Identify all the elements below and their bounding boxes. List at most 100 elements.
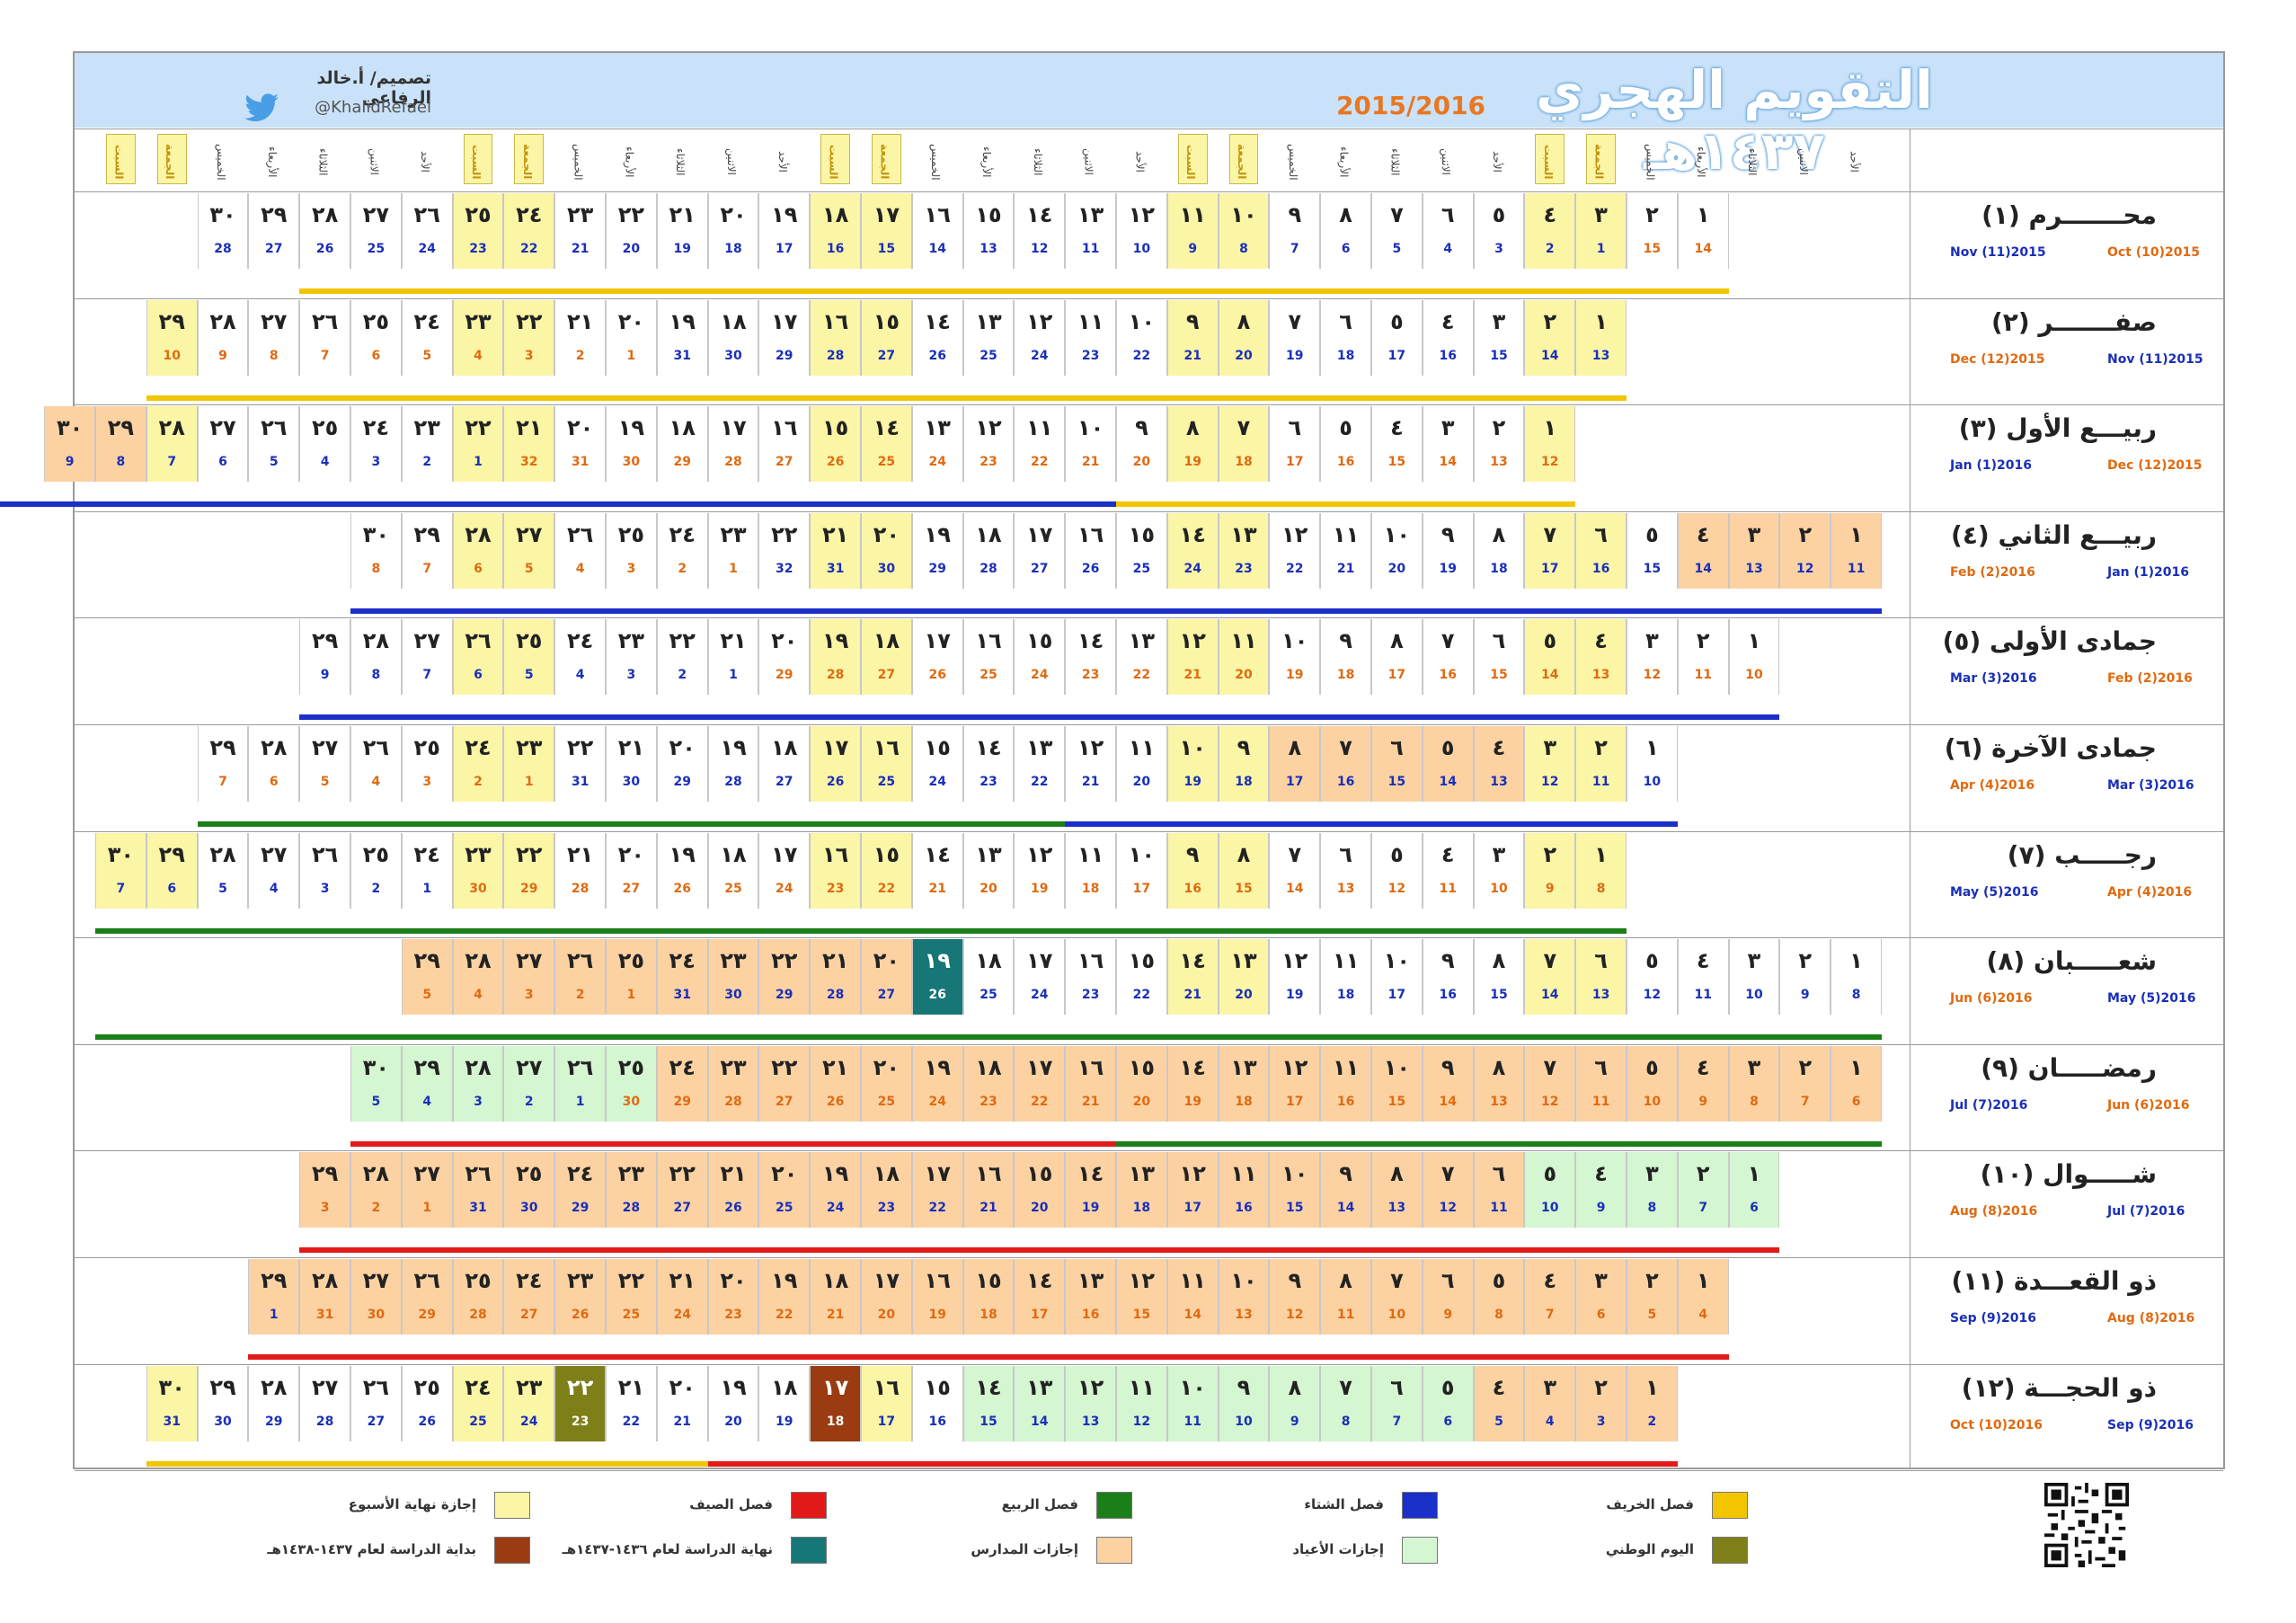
day-cell — [503, 1259, 555, 1335]
gregorian-day-number: 26 — [826, 1094, 845, 1109]
hijri-day-number: ٢٢ — [617, 202, 645, 227]
hijri-day-number: ١١ — [1230, 628, 1257, 654]
gregorian-day-number: 6 — [474, 668, 483, 683]
gregorian-day-number: 1 — [626, 988, 636, 1003]
hijri-day-number: ٢٨ — [362, 1161, 390, 1187]
hijri-day-number: ٧ — [1288, 308, 1302, 334]
hijri-day-number: ٢٤ — [669, 521, 696, 547]
hijri-day-number: ١١ — [1332, 521, 1360, 547]
gregorian-day-number: 7 — [1392, 1414, 1402, 1429]
hijri-day-number: ٢٦ — [261, 415, 288, 441]
gregorian-day-number: 19 — [1286, 668, 1304, 683]
day-cell — [810, 726, 861, 802]
day-cell — [1269, 1045, 1321, 1122]
day-cell — [554, 406, 606, 483]
day-cell — [299, 1365, 350, 1441]
day-cell — [707, 1365, 759, 1441]
hijri-day-number: ٧ — [1543, 948, 1557, 974]
season-bar — [299, 714, 1780, 721]
gregorian-day-number: 15 — [1490, 988, 1508, 1003]
hijri-day-number: ١٦ — [771, 415, 798, 441]
hijri-day-number: ١٥ — [1128, 948, 1156, 974]
gregorian-day-number: 18 — [980, 1308, 997, 1322]
day-cell — [1320, 939, 1371, 1015]
legend-swatch — [791, 1537, 827, 1564]
legend-label: نهاية الدراسة لعام ١٤٣٦-١٤٣٧هـ — [562, 1541, 773, 1557]
gregorian-day-number: 23 — [571, 1414, 590, 1429]
gregorian-month-label: Jul (7)2016 — [2107, 1204, 2185, 1219]
gregorian-day-number: 5 — [422, 348, 432, 363]
hijri-day-number: ٩ — [1185, 841, 1200, 867]
hijri-day-number: ٢٠ — [873, 948, 900, 974]
gregorian-day-number: 1 — [729, 668, 738, 683]
day-cell — [962, 1259, 1015, 1335]
gregorian-day-number: 24 — [928, 455, 946, 470]
gregorian-day-number: 15 — [1132, 1308, 1151, 1322]
hijri-day-number: ١١ — [1026, 415, 1053, 441]
day-cell — [1524, 512, 1576, 589]
day-cell — [962, 619, 1015, 696]
grid-rule — [75, 510, 2223, 512]
gregorian-day-number: 29 — [776, 668, 793, 683]
hijri-day-number: ١١ — [1077, 308, 1104, 334]
hijri-day-number: ٢١ — [720, 1161, 747, 1187]
legend-swatch — [791, 1492, 827, 1519]
gregorian-month-label: Oct (10)2016 — [1950, 1417, 2043, 1432]
day-cell — [452, 1259, 504, 1335]
month-name: محـــــــرم (١) — [1981, 200, 2157, 230]
gregorian-day-number: 27 — [776, 455, 793, 470]
day-cell — [656, 726, 708, 802]
hijri-day-number: ١٦ — [975, 628, 1002, 654]
gregorian-day-number: 16 — [1183, 881, 1201, 896]
day-cell — [1575, 1365, 1627, 1441]
day-cell — [554, 619, 606, 696]
day-cell — [962, 832, 1015, 909]
hijri-day-number: ١٠ — [1383, 948, 1411, 974]
hijri-day-number: ١٠ — [1077, 415, 1104, 441]
day-cell — [1269, 1259, 1321, 1335]
hijri-day-number: ٢١ — [669, 202, 696, 227]
gregorian-day-number: 27 — [877, 988, 896, 1003]
day-cell — [1524, 406, 1576, 483]
gregorian-day-number: 27 — [877, 668, 896, 683]
gregorian-day-number: 4 — [1443, 242, 1453, 256]
hijri-day-number: ١٧ — [924, 1161, 951, 1187]
weekday-header: الخميس — [1644, 143, 1657, 181]
day-cell — [861, 406, 912, 483]
gregorian-day-number: 12 — [1132, 1414, 1151, 1429]
day-cell — [810, 1152, 861, 1228]
gregorian-day-number: 30 — [622, 1094, 641, 1109]
day-cell — [1065, 619, 1116, 696]
day-cell — [1779, 939, 1831, 1015]
weekday-header: الخميس — [929, 143, 943, 181]
hijri-day-number: ١٦ — [1077, 521, 1104, 547]
season-bar — [1065, 821, 1678, 827]
weekend-header-cell — [1228, 134, 1259, 184]
gregorian-day-number: 12 — [1439, 1201, 1457, 1216]
day-cell — [1524, 832, 1576, 909]
weekday-header: الأحد — [776, 151, 789, 173]
hijri-day-number: ٢٣ — [413, 415, 440, 441]
gregorian-day-number: 23 — [1081, 988, 1100, 1003]
gregorian-day-number: 9 — [1290, 1414, 1299, 1429]
day-cell — [1371, 299, 1423, 376]
day-cell — [1677, 939, 1729, 1015]
day-cell — [861, 1152, 912, 1228]
legend-label: بداية الدراسة لعام ١٤٣٧-١٤٣٨هـ — [267, 1541, 476, 1557]
hijri-day-number: ٧ — [1288, 841, 1302, 867]
weekday-header: الجمعة — [1592, 144, 1606, 180]
day-cell — [962, 299, 1015, 376]
hijri-day-number: ٢٥ — [617, 948, 645, 974]
day-cell — [146, 1365, 198, 1441]
hijri-day-number: ٩ — [1288, 1268, 1302, 1293]
hijri-day-number: ٢٣ — [720, 521, 747, 547]
hijri-day-number: ١٧ — [1026, 948, 1053, 974]
day-cell — [1473, 193, 1525, 269]
hijri-day-number: ٣ — [1594, 1268, 1608, 1293]
gregorian-day-number: 21 — [571, 242, 590, 256]
hijri-day-number: ٣٠ — [362, 1054, 390, 1080]
gregorian-day-number: 1 — [269, 1308, 279, 1322]
month-name: رمضـــــان (٩) — [1981, 1052, 2157, 1083]
hijri-day-number: ٢٤ — [413, 841, 440, 867]
gregorian-day-number: 17 — [1387, 668, 1406, 683]
